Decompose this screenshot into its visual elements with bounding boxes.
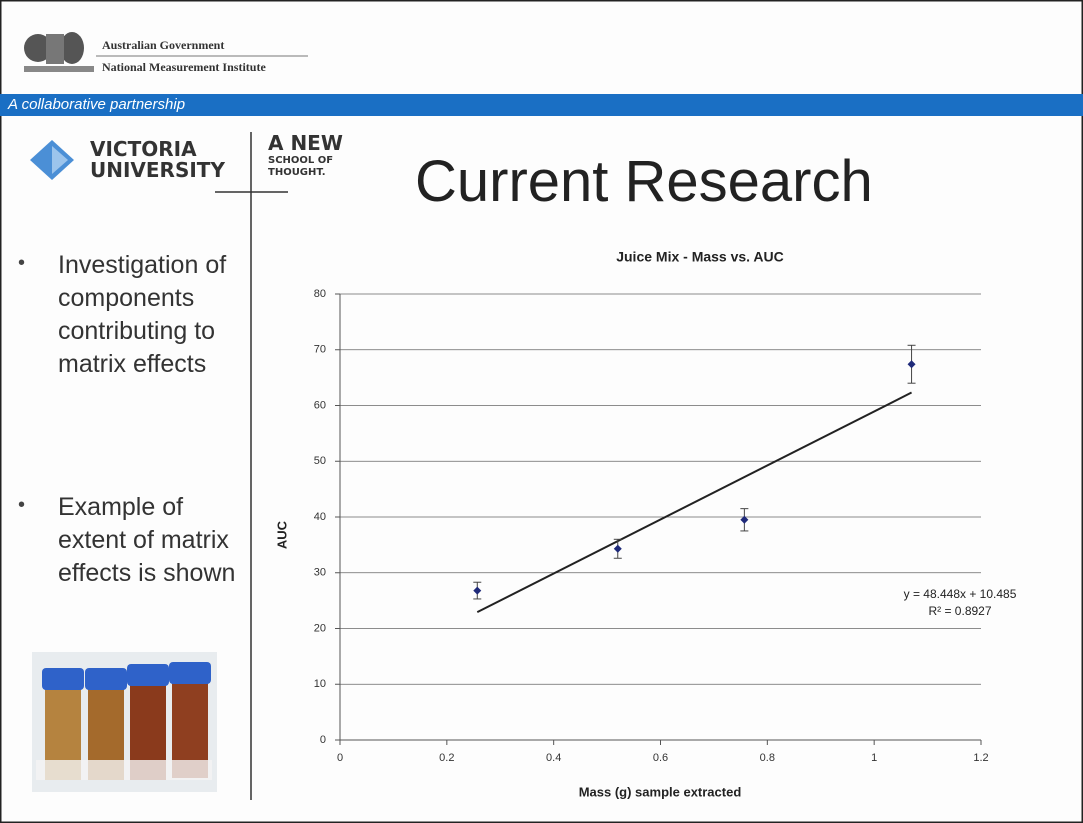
tagline: A NEW [268,131,343,155]
point [907,360,916,369]
vu-logo-shine [52,146,68,174]
x-tick-label: 1.2 [973,752,988,764]
point [740,515,749,524]
bullet-dot: • [18,252,26,274]
sample-photo [32,652,217,792]
x-tick-label: 0.8 [760,752,775,764]
r-squared: R² = 0.8927 [928,604,991,618]
org-name: Australian Government [102,38,225,52]
tagline: THOUGHT. [268,167,326,178]
y-tick-label: 0 [320,734,326,746]
point [613,544,622,553]
y-tick-label: 10 [314,678,326,690]
x-axis-label: Mass (g) sample extracted [579,784,742,799]
uni-name: VICTORIA [90,137,197,161]
trendline-equation: y = 48.448x + 10.485 [904,587,1017,601]
chart-title: Juice Mix - Mass vs. AUC [616,249,784,265]
y-tick-label: 60 [314,399,326,411]
y-tick-label: 70 [314,344,326,356]
banner-bar [0,94,1083,116]
org-institute: National Measurement Institute [102,60,266,74]
uni-name: UNIVERSITY [90,158,225,182]
slide-title: Current Research [415,149,873,214]
y-tick-label: 30 [314,567,326,579]
banner-text: A collaborative partnership [8,96,186,113]
bullet: Investigation of components contributing… [58,251,227,378]
x-tick-label: 0.6 [653,752,668,764]
y-tick-label: 40 [314,511,326,523]
y-tick-label: 20 [314,622,326,634]
x-tick-label: 0.2 [439,752,454,764]
y-tick-label: 50 [314,455,326,467]
trendline [476,391,913,614]
x-tick-label: 0 [337,752,343,764]
bullet: Example of extent of matrix effects is s… [58,493,236,587]
crest [24,32,94,72]
x-tick-label: 0.4 [546,752,561,764]
x-tick-label: 1 [871,752,877,764]
bullet-dot: • [18,494,26,516]
point [473,586,482,595]
y-tick-label: 80 [314,288,326,300]
y-axis-label: AUC [274,520,289,549]
tagline: SCHOOL OF [268,155,334,166]
